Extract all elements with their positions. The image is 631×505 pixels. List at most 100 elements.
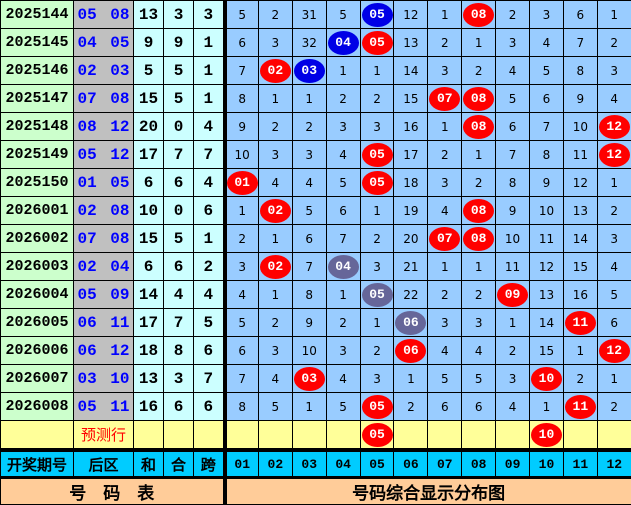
back-zone-cell: 06 12	[74, 337, 134, 365]
prediction-cell	[428, 421, 462, 451]
number-cell: 3	[428, 169, 462, 197]
number-cell: 13	[530, 281, 564, 309]
back-zone-cell: 05 12	[74, 141, 134, 169]
number-cell: 2	[428, 281, 462, 309]
number-cell: 2	[360, 225, 394, 253]
header-num: 09	[496, 450, 530, 478]
ball-red: 08	[463, 227, 494, 251]
number-cell: 3	[258, 337, 292, 365]
number-cell: 6	[225, 337, 259, 365]
number-cell: 11	[496, 253, 530, 281]
number-cell: 11	[563, 393, 597, 421]
number-cell: 5	[292, 197, 326, 225]
period-cell: 2025147	[1, 85, 74, 113]
kua-cell: 5	[194, 309, 225, 337]
number-cell: 4	[462, 337, 496, 365]
number-cell: 9	[563, 85, 597, 113]
number-cell: 7	[496, 141, 530, 169]
back-zone-cell: 05 08	[74, 1, 134, 29]
header-num: 02	[258, 450, 292, 478]
kua-cell: 4	[194, 113, 225, 141]
number-cell: 7	[225, 57, 259, 85]
kua-cell: 2	[194, 253, 225, 281]
number-cell: 20	[394, 225, 428, 253]
kua-cell: 7	[194, 141, 225, 169]
sum-cell: 15	[134, 85, 164, 113]
back-zone-cell: 03 10	[74, 365, 134, 393]
number-cell: 2	[326, 85, 360, 113]
number-cell: 5	[326, 1, 360, 29]
prediction-sum-cell	[134, 421, 164, 451]
number-cell: 2	[597, 197, 631, 225]
number-cell: 1	[394, 365, 428, 393]
prediction-period-cell	[1, 421, 74, 451]
number-cell: 15	[563, 253, 597, 281]
number-cell: 2	[496, 1, 530, 29]
number-cell: 13	[394, 29, 428, 57]
number-cell: 11	[563, 309, 597, 337]
prediction-cell	[258, 421, 292, 451]
number-cell: 12	[597, 141, 631, 169]
number-cell: 1	[258, 225, 292, 253]
ball-red: 08	[463, 87, 494, 111]
number-cell: 2	[360, 85, 394, 113]
sum-cell: 18	[134, 337, 164, 365]
number-cell: 08	[462, 85, 496, 113]
kua-cell: 1	[194, 29, 225, 57]
ball-red: 05	[362, 31, 393, 55]
number-cell: 8	[225, 393, 259, 421]
number-cell: 1	[428, 1, 462, 29]
ball-red: 12	[599, 143, 630, 167]
ball-red: 11	[565, 311, 596, 335]
period-cell: 2025144	[1, 1, 74, 29]
back-zone-cell: 02 04	[74, 253, 134, 281]
ball-red: 09	[497, 283, 528, 307]
number-cell: 5	[496, 85, 530, 113]
back-zone-cell: 08 12	[74, 113, 134, 141]
number-cell: 5	[462, 365, 496, 393]
prediction-cell	[225, 421, 259, 451]
number-cell: 7	[326, 225, 360, 253]
number-cell: 12	[597, 337, 631, 365]
number-cell: 1	[462, 29, 496, 57]
number-cell: 4	[326, 141, 360, 169]
number-cell: 1	[360, 197, 394, 225]
number-cell: 9	[225, 113, 259, 141]
number-cell: 31	[292, 1, 326, 29]
number-cell: 05	[360, 169, 394, 197]
number-cell: 9	[530, 169, 564, 197]
number-cell: 3	[326, 337, 360, 365]
sum-cell: 17	[134, 141, 164, 169]
number-cell: 2	[258, 309, 292, 337]
number-cell: 06	[394, 337, 428, 365]
back-zone-cell: 05 11	[74, 393, 134, 421]
number-cell: 1	[360, 309, 394, 337]
number-cell: 9	[292, 309, 326, 337]
ball-red: 02	[260, 59, 291, 83]
back-zone-cell: 02 03	[74, 57, 134, 85]
ball-red: 11	[565, 395, 596, 419]
number-cell: 5	[428, 365, 462, 393]
ball-red: 10	[531, 423, 562, 447]
number-cell: 6	[462, 393, 496, 421]
number-cell: 1	[326, 57, 360, 85]
number-cell: 7	[530, 113, 564, 141]
number-cell: 3	[496, 29, 530, 57]
number-cell: 05	[360, 29, 394, 57]
sum-cell: 6	[134, 253, 164, 281]
number-cell: 6	[530, 85, 564, 113]
number-cell: 12	[530, 253, 564, 281]
number-cell: 3	[258, 29, 292, 57]
number-cell: 13	[563, 197, 597, 225]
number-cell: 2	[496, 337, 530, 365]
number-cell: 4	[496, 393, 530, 421]
number-cell: 1	[496, 309, 530, 337]
he-cell: 6	[164, 393, 194, 421]
period-cell: 2026003	[1, 253, 74, 281]
he-cell: 7	[164, 141, 194, 169]
